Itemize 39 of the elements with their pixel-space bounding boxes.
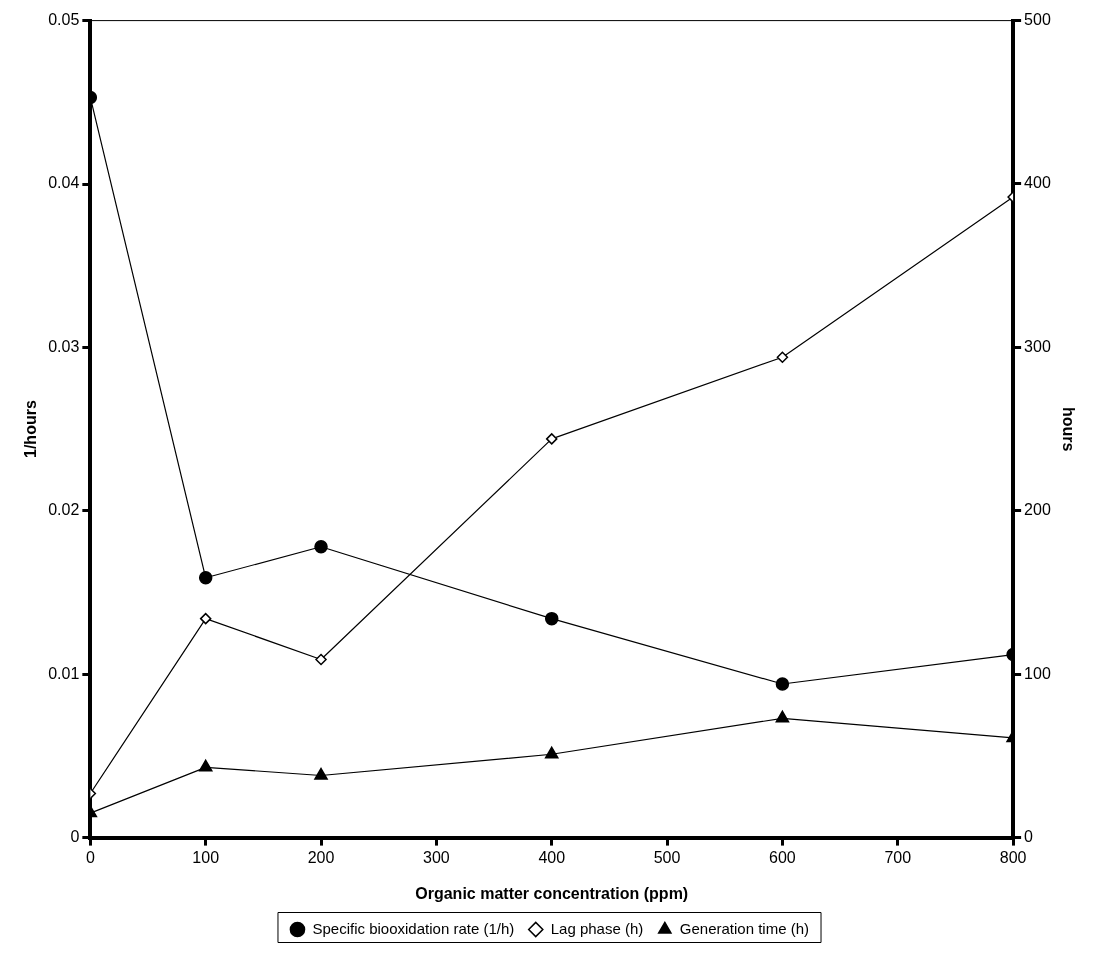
y2-tick-label: 0 [1024, 828, 1034, 846]
y2-tick-label: 500 [1024, 11, 1051, 29]
legend-label: Lag phase (h) [550, 919, 644, 937]
point [775, 710, 790, 723]
point [314, 540, 328, 554]
y-tick-label: 0.01 [48, 664, 80, 682]
point [314, 767, 328, 780]
point [776, 351, 789, 363]
x-axis-title: Organic matter concentration (ppm) [415, 884, 689, 902]
x-tick-label: 100 [192, 848, 220, 866]
x-tick-label: 200 [307, 848, 335, 866]
x-tick-label: 500 [653, 848, 681, 866]
y2-tick-label: 100 [1024, 664, 1051, 682]
point [544, 611, 559, 626]
x-tick-label: 300 [423, 848, 450, 866]
y-tick-label: 0 [70, 828, 80, 846]
y-tick-label: 0.03 [48, 337, 80, 355]
point [544, 746, 559, 759]
point [198, 571, 213, 585]
x-tick-label: 800 [999, 848, 1027, 866]
point [545, 433, 558, 445]
point [775, 677, 790, 691]
point [199, 612, 212, 625]
x-tick-label: 600 [769, 848, 796, 866]
x-tick-label: 400 [538, 848, 566, 866]
x-tick-label: 700 [884, 848, 912, 866]
y2-tick-label: 200 [1024, 501, 1051, 519]
y-tick-label: 0.05 [48, 11, 80, 29]
legend-label: Specific biooxidation rate (1/h) [312, 919, 515, 937]
y2-tick-label: 400 [1024, 174, 1051, 192]
y-axis-title: 1/hours [22, 400, 40, 458]
point [315, 653, 327, 666]
point [198, 759, 213, 772]
y-tick-label: 0.04 [48, 174, 80, 192]
y2-tick-label: 300 [1024, 337, 1051, 355]
legend-label: Generation time (h) [679, 919, 810, 937]
x-tick-label: 0 [85, 848, 95, 866]
y2-axis-title: hours [1059, 406, 1077, 452]
y-tick-label: 0.02 [48, 501, 80, 519]
